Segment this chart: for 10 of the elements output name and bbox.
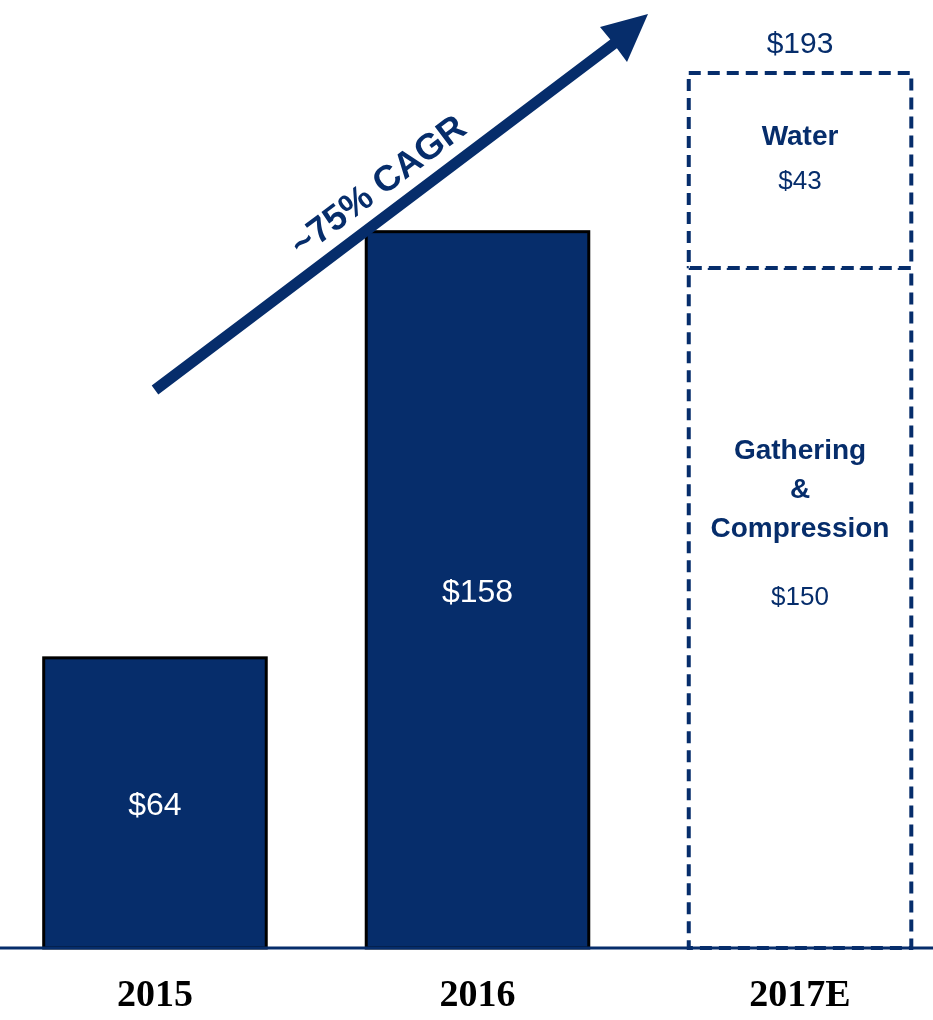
data-label: $43 bbox=[778, 164, 822, 195]
x-tick-label: 2017E bbox=[749, 972, 851, 1014]
data-label: $150 bbox=[771, 581, 829, 612]
series-label: Water bbox=[761, 119, 839, 151]
data-label: $158 bbox=[441, 572, 514, 609]
data-label: $64 bbox=[128, 785, 182, 822]
series-label: Gathering & Compression bbox=[710, 434, 890, 544]
x-tick-label: 2015 bbox=[116, 972, 193, 1014]
x-tick-label: 2016 bbox=[439, 972, 516, 1014]
total-label: $193 bbox=[766, 26, 834, 59]
